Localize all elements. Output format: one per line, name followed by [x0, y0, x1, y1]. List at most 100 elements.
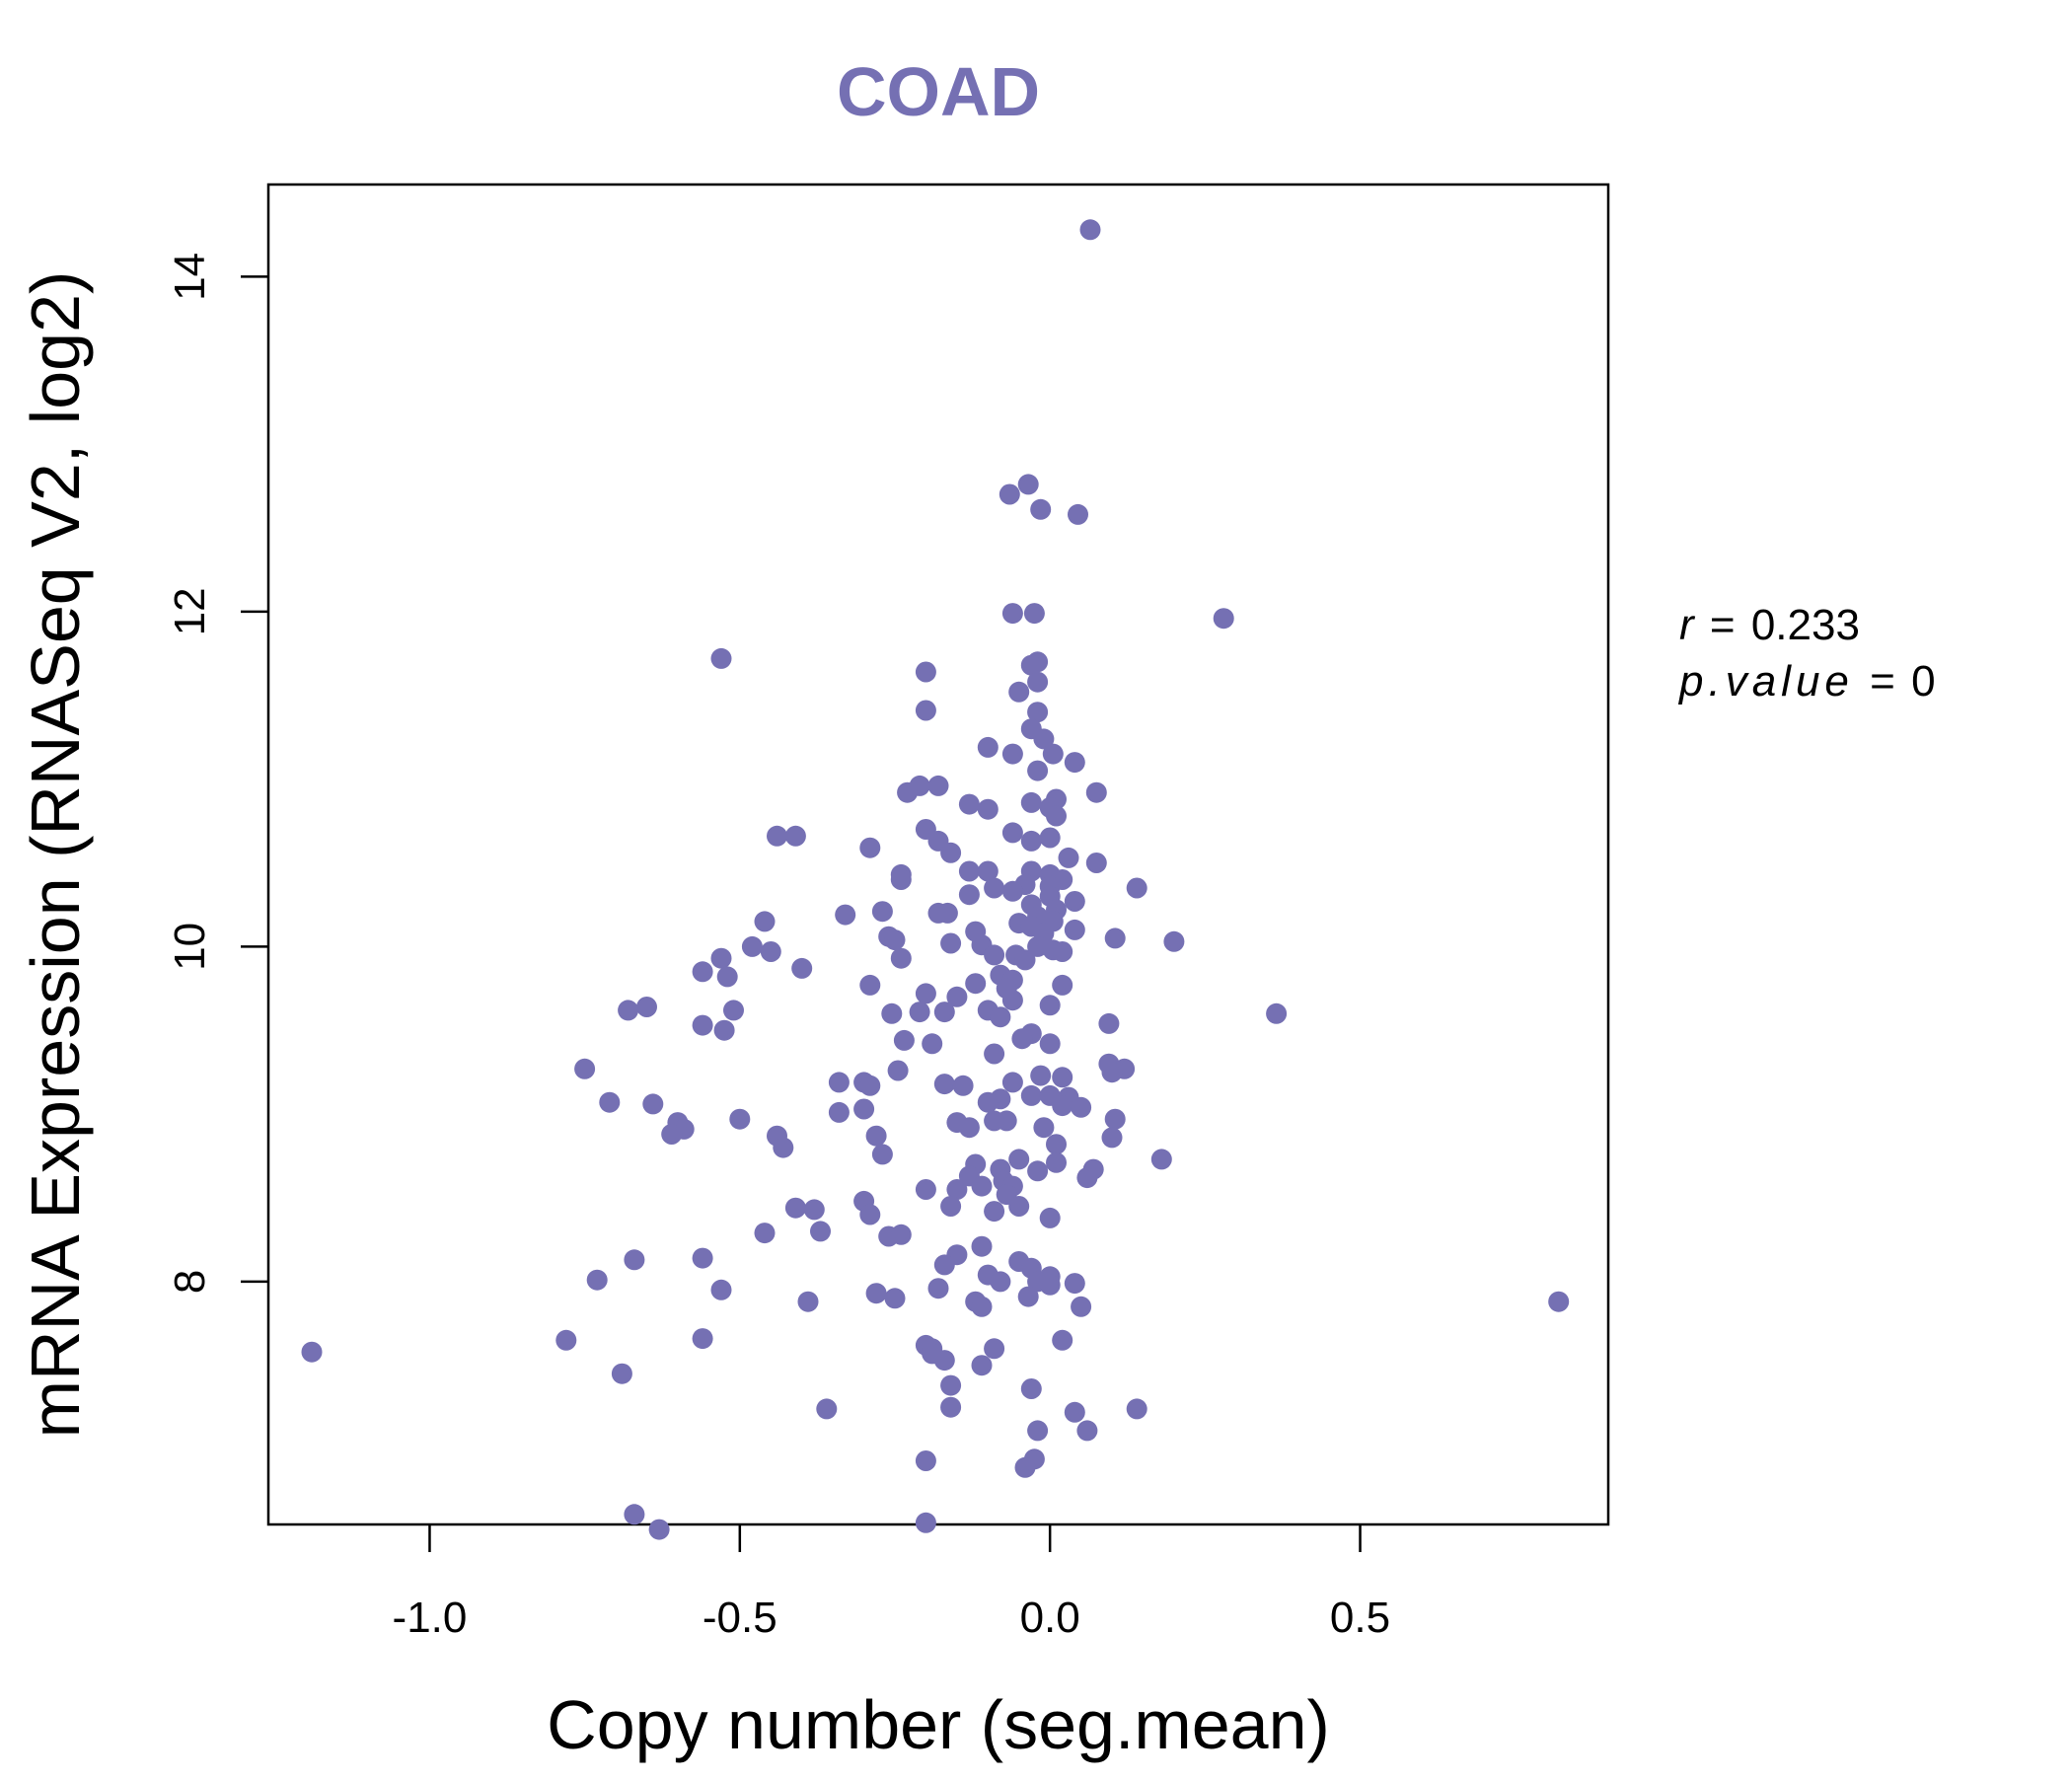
- data-point: [915, 1450, 936, 1471]
- data-point: [1064, 752, 1085, 774]
- data-point: [1064, 919, 1085, 940]
- data-point: [828, 1072, 850, 1093]
- data-point: [984, 1043, 1005, 1065]
- data-point: [984, 1338, 1005, 1360]
- x-tick-label: -0.5: [703, 1594, 777, 1642]
- data-point: [915, 1512, 936, 1533]
- data-point: [1071, 1296, 1092, 1317]
- data-point: [971, 1235, 993, 1257]
- p-equals: =: [1870, 657, 1895, 705]
- data-point: [933, 1002, 955, 1023]
- data-point: [767, 825, 787, 847]
- x-tick-label: 0.5: [1330, 1594, 1390, 1642]
- data-point: [661, 1124, 683, 1145]
- data-point: [915, 1179, 936, 1200]
- data-point: [999, 483, 1020, 505]
- data-point: [965, 973, 987, 995]
- data-point: [1027, 702, 1049, 723]
- data-point: [1039, 1274, 1061, 1296]
- data-point: [1058, 847, 1079, 868]
- x-axis-label: Copy number (seg.mean): [547, 1686, 1330, 1763]
- data-point: [1001, 822, 1023, 844]
- data-point: [692, 1014, 713, 1036]
- data-point: [710, 647, 732, 669]
- data-point: [958, 1117, 980, 1139]
- plot-frame: [266, 183, 1610, 1526]
- data-point: [1023, 603, 1045, 625]
- chart-title: COAD: [837, 53, 1040, 130]
- data-point: [871, 901, 893, 923]
- data-point: [1076, 1167, 1098, 1189]
- data-point: [971, 1296, 993, 1317]
- data-point: [859, 1075, 881, 1096]
- data-point: [977, 1091, 999, 1113]
- data-point: [624, 1249, 645, 1271]
- data-point: [1020, 791, 1042, 813]
- data-point: [915, 983, 936, 1004]
- data-point: [933, 1254, 955, 1276]
- data-point: [984, 1201, 1005, 1223]
- data-point: [1033, 728, 1055, 750]
- p-label: p.value: [1677, 657, 1854, 705]
- data-point: [1030, 498, 1052, 520]
- data-point: [890, 947, 912, 969]
- data-point: [1039, 1033, 1061, 1055]
- data-point: [884, 929, 906, 951]
- data-points: [301, 219, 1570, 1540]
- data-point: [574, 1058, 596, 1079]
- data-point: [977, 860, 999, 882]
- data-point: [710, 947, 732, 969]
- data-point: [1052, 1067, 1073, 1088]
- data-point: [648, 1519, 670, 1540]
- data-point: [1001, 1072, 1023, 1093]
- data-point: [636, 997, 657, 1017]
- correlation-r-annotation: r = 0.233: [1679, 601, 1860, 649]
- data-point: [984, 944, 1005, 966]
- data-point: [1126, 1398, 1147, 1420]
- data-point: [599, 1091, 621, 1113]
- data-point: [624, 1504, 645, 1525]
- y-tick-label: 10: [166, 923, 214, 971]
- data-point: [1052, 1095, 1073, 1117]
- data-point: [915, 700, 936, 721]
- data-point: [1085, 853, 1107, 873]
- data-point: [1046, 1134, 1067, 1155]
- data-point: [893, 1029, 915, 1051]
- data-point: [1001, 990, 1023, 1011]
- data-point: [1014, 949, 1036, 971]
- data-point: [773, 1137, 794, 1158]
- data-point: [977, 736, 999, 758]
- data-point: [1039, 827, 1061, 849]
- data-point: [1101, 1127, 1123, 1149]
- data-point: [692, 1247, 713, 1269]
- data-point: [1020, 1378, 1042, 1399]
- data-point: [784, 1197, 806, 1219]
- data-point: [946, 1179, 968, 1200]
- data-point: [1104, 1108, 1126, 1130]
- data-point: [946, 986, 968, 1007]
- data-point: [890, 1224, 912, 1245]
- data-point: [1079, 219, 1101, 241]
- data-point: [760, 941, 781, 962]
- data-point: [927, 1278, 949, 1299]
- data-point: [1064, 1401, 1085, 1423]
- data-point: [977, 798, 999, 820]
- x-tick-label: 0.0: [1020, 1594, 1080, 1642]
- data-point: [816, 1398, 838, 1420]
- data-point: [1068, 503, 1088, 525]
- data-point: [1052, 1329, 1073, 1351]
- x-axis: -1.0 -0.5 0.0 0.5: [393, 1524, 1390, 1642]
- data-point: [586, 1269, 608, 1291]
- data-point: [1027, 1420, 1049, 1442]
- data-point: [1104, 928, 1126, 949]
- data-point: [909, 1002, 930, 1023]
- data-point: [1052, 974, 1073, 996]
- data-point: [1001, 743, 1023, 765]
- data-point: [729, 1108, 751, 1130]
- data-point: [1071, 1096, 1092, 1118]
- data-point: [971, 1355, 993, 1376]
- data-point: [915, 661, 936, 683]
- r-label: r: [1679, 601, 1696, 649]
- data-point: [984, 1110, 1005, 1132]
- data-point: [784, 825, 806, 847]
